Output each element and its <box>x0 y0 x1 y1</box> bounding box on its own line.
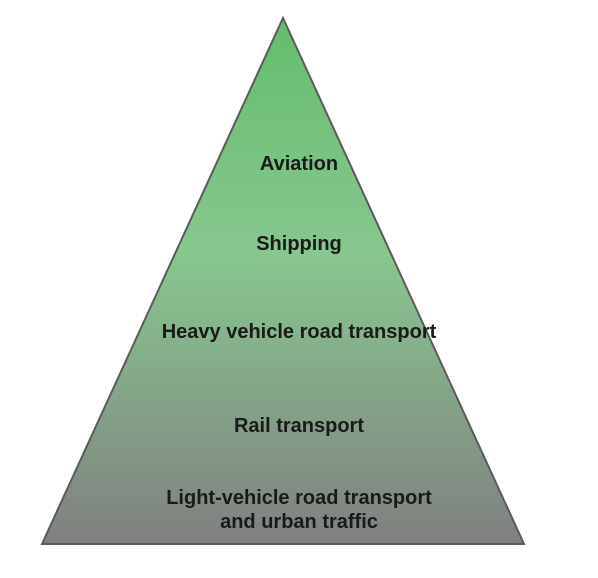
pyramid-level-3: Heavy vehicle road transport <box>0 320 598 344</box>
pyramid-level-5: Light-vehicle road transport and urban t… <box>0 486 598 534</box>
pyramid-level-4: Rail transport <box>0 414 598 438</box>
pyramid-diagram: Aviation Shipping Heavy vehicle road tra… <box>0 0 598 578</box>
pyramid-level-1: Aviation <box>0 152 598 176</box>
pyramid-level-2: Shipping <box>0 232 598 256</box>
